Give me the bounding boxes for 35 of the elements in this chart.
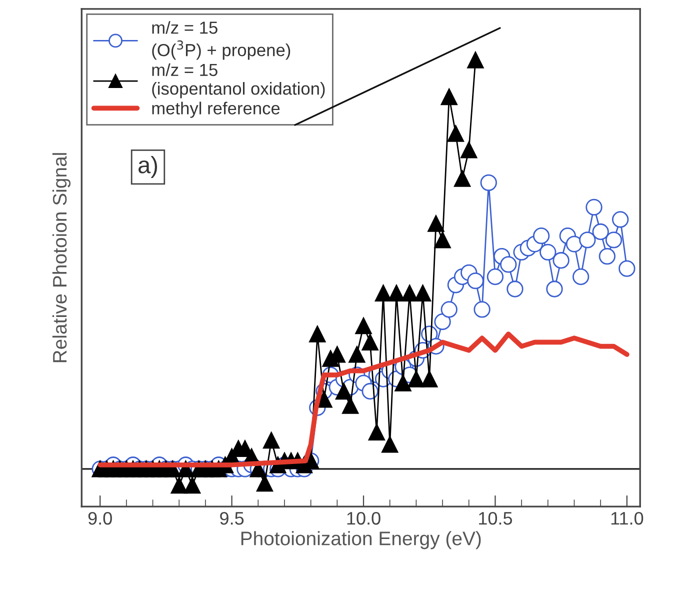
- x-tick-label: 11.0: [611, 512, 644, 525]
- point: [374, 284, 392, 302]
- point: [382, 436, 398, 453]
- point: [408, 370, 425, 388]
- point: [394, 374, 412, 392]
- x-tick-label: 10.5: [479, 512, 512, 525]
- point: [170, 477, 188, 494]
- x-tick-label: 9.0: [88, 512, 112, 525]
- point: [348, 346, 366, 363]
- point: [355, 317, 372, 334]
- point: [388, 284, 405, 302]
- point: [362, 334, 378, 351]
- x-tick-label: 9.5: [220, 512, 244, 525]
- legend-label: methyl reference: [152, 102, 280, 118]
- x-tick-label: 10.0: [347, 512, 380, 525]
- point: [262, 432, 280, 449]
- point: [428, 215, 444, 232]
- point: [447, 125, 464, 142]
- point: [184, 477, 201, 494]
- point: [434, 232, 451, 248]
- point: [467, 52, 484, 68]
- point: [440, 88, 458, 106]
- legend-label: m/z = 15 (O($^{3}$P) + propene): [152, 21, 290, 60]
- legend-label: m/z = 15 (isopentanol oxidation): [152, 63, 325, 98]
- point: [335, 382, 352, 400]
- point: [421, 370, 438, 388]
- point: [460, 142, 478, 158]
- point: [309, 326, 326, 342]
- annotation: a): [138, 156, 158, 178]
- y-axis-title: Relative Photoion Signal: [52, 153, 71, 362]
- point: [454, 170, 471, 187]
- point: [368, 424, 386, 440]
- point: [401, 284, 418, 302]
- point: [414, 284, 432, 302]
- x-axis-title: Photoionization Energy (eV): [241, 531, 481, 550]
